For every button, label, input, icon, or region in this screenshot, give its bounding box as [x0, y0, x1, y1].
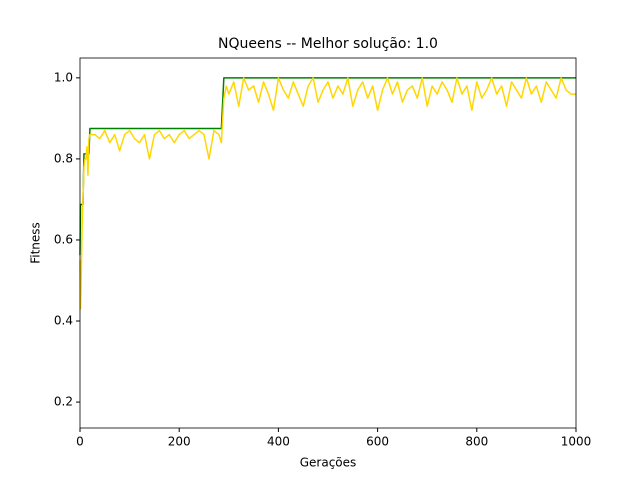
y-tick-label: 0.6: [54, 232, 73, 246]
y-tick-label: 0.2: [54, 395, 73, 409]
x-tick-label: 800: [465, 435, 488, 449]
y-tick-label: 0.8: [54, 151, 73, 165]
y-tick-label: 1.0: [54, 70, 73, 84]
y-axis-label: Fitness: [29, 222, 43, 264]
plot-frame: [79, 57, 577, 429]
x-tick-label: 200: [168, 435, 191, 449]
x-tick-label: 400: [267, 435, 290, 449]
x-axis-label: Gerações: [300, 456, 357, 470]
x-tick-label: 1000: [561, 435, 592, 449]
y-tick-label: 0.4: [54, 314, 73, 328]
series-line: [79, 77, 576, 310]
series-line: [79, 77, 576, 256]
chart-title: NQueens -- Melhor solução: 1.0: [218, 36, 438, 52]
x-tick-label: 0: [76, 435, 84, 449]
x-tick-label: 600: [366, 435, 389, 449]
